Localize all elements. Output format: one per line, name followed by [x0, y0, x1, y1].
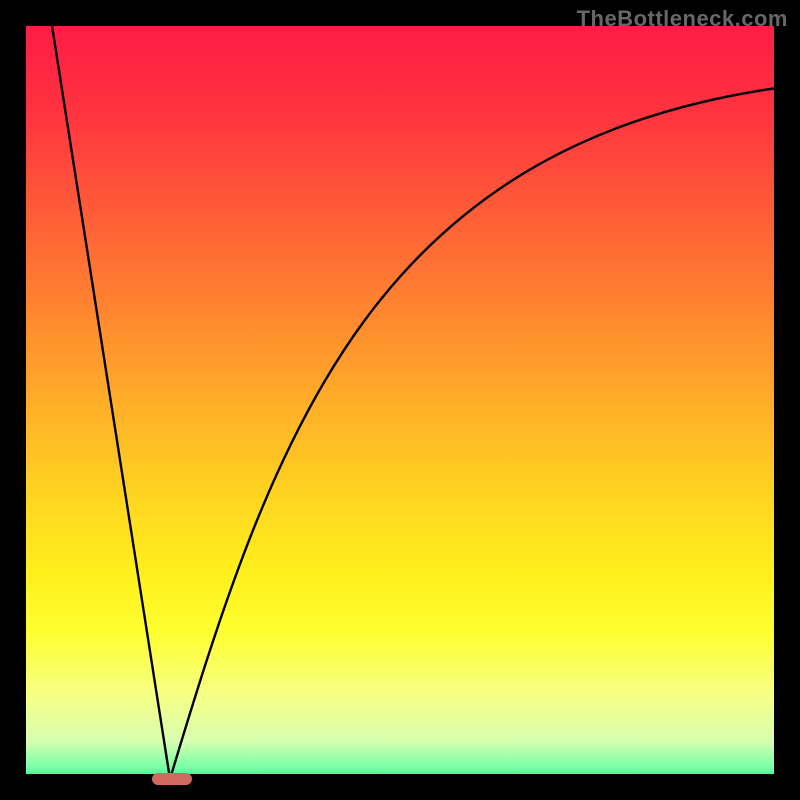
bottleneck-chart: [0, 0, 800, 800]
valley-marker: [152, 773, 192, 785]
gradient-background: [13, 13, 787, 787]
watermark-text: TheBottleneck.com: [577, 6, 788, 32]
chart-container: TheBottleneck.com: [0, 0, 800, 800]
